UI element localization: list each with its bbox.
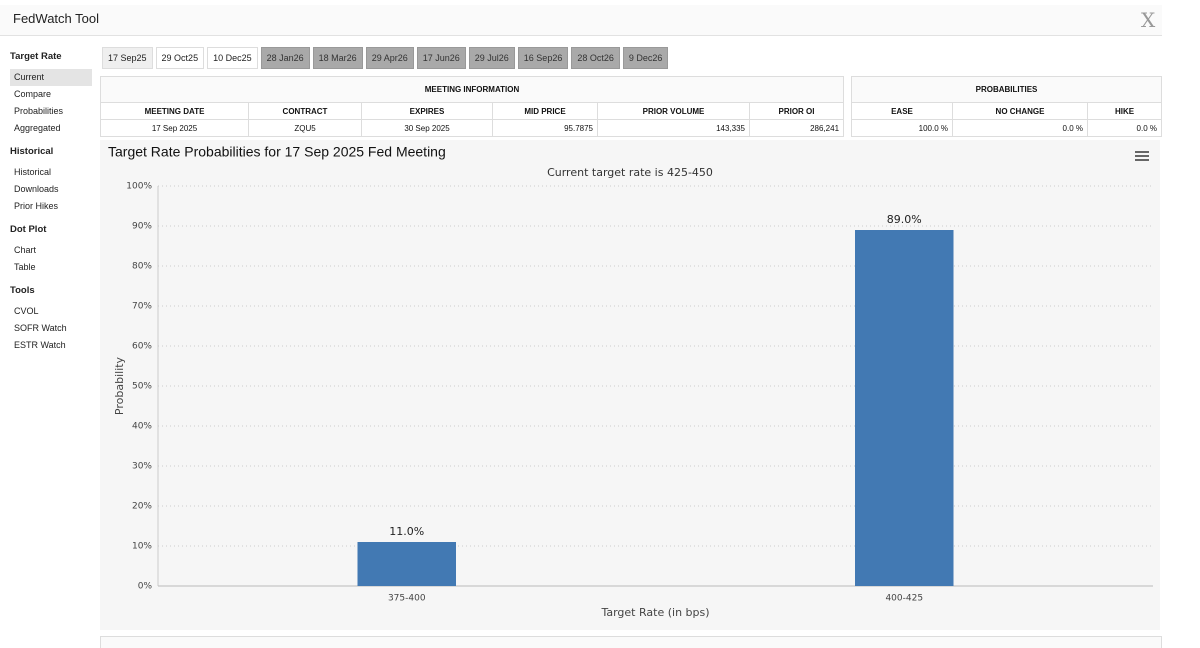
chart-title: Target Rate Probabilities for 17 Sep 202… — [108, 144, 446, 160]
data-row: 100.0 % 0.0 % 0.0 % — [851, 119, 1162, 137]
y-tick-label: 80% — [132, 262, 152, 272]
section-title: Target Rate — [10, 51, 62, 62]
y-tick-label: 10% — [132, 542, 152, 552]
nav-item[interactable]: Aggregated — [14, 123, 61, 133]
cell: 286,241 — [748, 119, 845, 137]
x-tick-label: 375-400 — [388, 594, 426, 604]
cell: 95.7875 — [492, 119, 598, 137]
cell: 0.0 % — [952, 119, 1088, 137]
y-tick-label: 60% — [132, 342, 152, 352]
bar — [357, 542, 457, 586]
y-tick-label: 40% — [132, 422, 152, 432]
y-tick-label: 30% — [132, 462, 152, 472]
header-row: MEETING DATE CONTRACT EXPIRES MID PRICE PRIO… — [100, 102, 845, 120]
column-header: CONTRACT — [248, 102, 362, 120]
y-tick-label: 0% — [138, 582, 153, 592]
column-header: MID PRICE — [492, 102, 598, 120]
nav-item[interactable]: SOFR Watch — [14, 323, 67, 333]
cell: 0.0 % — [1087, 119, 1162, 137]
column-header: PRIOR VOLUME — [597, 102, 750, 120]
app-title: FedWatch Tool — [13, 11, 99, 26]
column-header: EASE — [851, 102, 953, 120]
meeting-tab[interactable]: 10 Dec25 — [207, 47, 258, 69]
column-header: EXPIRES — [361, 102, 493, 120]
chart: Target Rate Probabilities for 17 Sep 202… — [108, 144, 1153, 619]
meeting-tab[interactable]: 17 Jun26 — [416, 47, 466, 69]
y-axis-label: Probability — [113, 356, 126, 415]
table-title: MEETING INFORMATION — [99, 76, 845, 103]
meeting-table: MEETING INFORMATION MEETING DATE CONTRACT E… — [99, 76, 845, 137]
chart-panel: Target Rate Probabilities for 17 Sep 202… — [100, 140, 1160, 630]
y-tick-label: 70% — [132, 302, 152, 312]
y-tick-label: 20% — [132, 502, 152, 512]
section-title: Tools — [10, 285, 35, 296]
y-tick-label: 100% — [126, 182, 152, 192]
section-title: Historical — [10, 146, 54, 157]
value-label: 11.0% — [389, 525, 424, 538]
nav-item[interactable]: Table — [14, 262, 36, 272]
nav-item[interactable]: ESTR Watch — [14, 340, 66, 350]
caption-row: MEETING INFORMATION — [99, 76, 845, 103]
meeting-tab[interactable]: 29 Jul26 — [468, 47, 515, 69]
nav-item[interactable]: Probabilities — [14, 106, 64, 116]
section-title: Dot Plot — [10, 224, 47, 235]
sidebar: Target Rate Current Compare Probabilities Ag… — [10, 50, 92, 362]
cell: ZQU5 — [248, 119, 362, 137]
column-header: PRIOR OI — [748, 102, 845, 120]
top-bar — [0, 5, 1162, 36]
meeting-tab[interactable]: 9 Dec26 — [622, 47, 669, 69]
meeting-tabs: 17 Sep25 29 Oct25 10 Dec25 28 Jan26 18 Mar26… — [102, 47, 669, 69]
x-axis-label: Target Rate (in bps) — [600, 606, 709, 619]
value-label: 89.0% — [887, 213, 922, 226]
nav-item[interactable]: Current — [10, 69, 92, 86]
cell: 100.0 % — [851, 119, 953, 137]
nav-item[interactable]: Historical — [14, 167, 52, 177]
meeting-tab[interactable]: 29 Apr26 — [365, 47, 414, 69]
meeting-tab[interactable]: 28 Jan26 — [260, 47, 310, 69]
column-header: HIKE — [1087, 102, 1162, 120]
meeting-tab[interactable]: 18 Mar26 — [312, 47, 363, 69]
nav-item[interactable]: Chart — [14, 245, 37, 255]
cell: 143,335 — [597, 119, 750, 137]
bar — [854, 230, 954, 586]
caption-row: PROBABILITIES — [851, 76, 1162, 103]
nav-item[interactable]: Prior Hikes — [14, 201, 59, 211]
meeting-tab[interactable]: 28 Oct26 — [571, 47, 620, 69]
meeting-tab[interactable]: 17 Sep25 — [102, 47, 153, 69]
header-row: EASE NO CHANGE HIKE — [851, 102, 1162, 120]
menu-icon[interactable] — [1135, 151, 1149, 161]
sidebar-section: Target Rate Current Compare Probabilities Ag… — [10, 50, 92, 137]
probability-table: PROBABILITIES EASE NO CHANGE HIKE 100.0 % 0.0… — [851, 76, 1162, 137]
nav-item[interactable]: CVOL — [14, 306, 39, 316]
sidebar-section: Tools CVOL SOFR Watch ESTR Watch — [10, 284, 92, 354]
cell: 30 Sep 2025 — [361, 119, 493, 137]
table-title: PROBABILITIES — [851, 76, 1162, 103]
column-header: NO CHANGE — [952, 102, 1088, 120]
meeting-tab[interactable]: 16 Sep26 — [517, 47, 569, 69]
sidebar-section: Dot Plot Chart Table — [10, 223, 92, 276]
next-table — [100, 636, 1162, 648]
x-tick-label: 400-425 — [885, 594, 923, 604]
y-tick-label: 90% — [132, 222, 152, 232]
column-header: MEETING DATE — [100, 102, 249, 120]
nav-item[interactable]: Compare — [14, 89, 52, 99]
sidebar-section: Historical Historical Downloads Prior Hikes — [10, 145, 92, 215]
close-button[interactable]: X — [1141, 8, 1156, 32]
cell: 17 Sep 2025 — [100, 119, 249, 137]
meeting-tab[interactable]: 29 Oct25 — [155, 47, 205, 69]
data-row: 17 Sep 2025 ZQU5 30 Sep 2025 95.7875 143,335… — [100, 119, 845, 137]
nav-item[interactable]: Downloads — [14, 184, 59, 194]
y-tick-label: 50% — [132, 382, 152, 392]
chart-subtitle: Current target rate is 425-450 — [547, 166, 713, 179]
